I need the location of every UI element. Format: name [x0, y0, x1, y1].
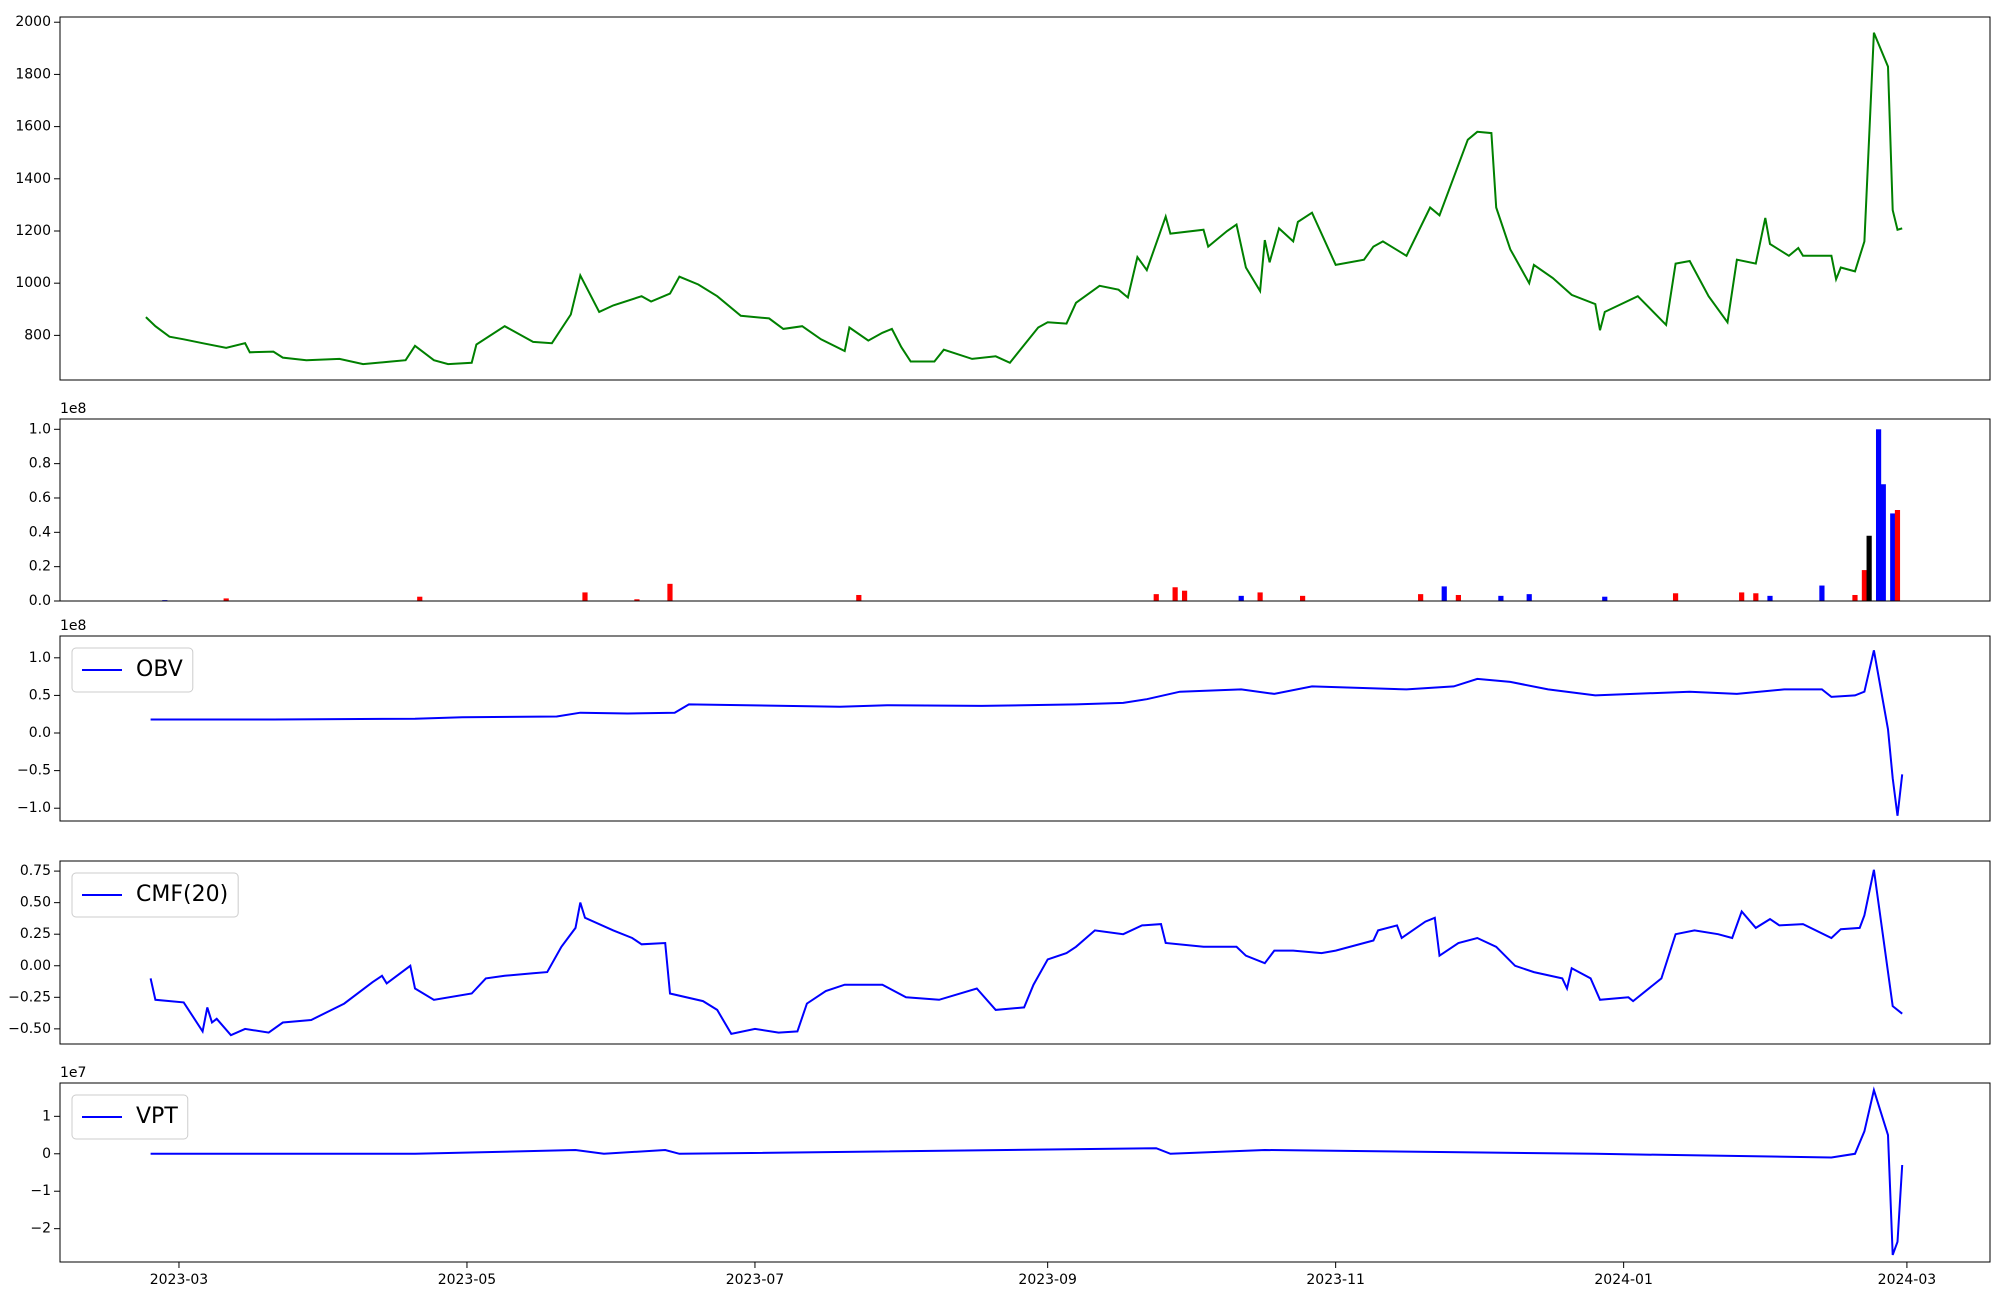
- y-tick-label: 0.0: [29, 725, 51, 741]
- legend-box: [71, 647, 194, 693]
- bar: [856, 594, 862, 601]
- y-tick-label: 1800: [15, 66, 51, 82]
- y-tick-label: 0.5: [29, 687, 51, 703]
- y-tick-label: 800: [24, 327, 51, 343]
- y-tick-label: 0.0: [29, 593, 51, 609]
- bar: [1441, 586, 1447, 601]
- x-tick-label: 2023-03: [150, 1272, 209, 1288]
- x-tick-label: 2023-11: [1306, 1272, 1365, 1288]
- data-line: [150, 650, 1904, 816]
- bar: [1172, 587, 1178, 601]
- bar: [1526, 594, 1532, 601]
- y-tick-label: 1.0: [29, 650, 51, 666]
- y-tick-label: 0.00: [20, 958, 51, 974]
- axes-frame: [59, 1082, 1991, 1263]
- x-tick-label: 2023-09: [1018, 1272, 1077, 1288]
- y-tick-label: 0.4: [29, 524, 51, 540]
- y-tick-label: 0.6: [29, 490, 51, 506]
- offset-text: 1e8: [60, 618, 86, 634]
- y-tick-label: 0.8: [29, 456, 51, 472]
- legend-label: VPT: [136, 1104, 178, 1129]
- bar: [667, 583, 673, 601]
- axes-frame: [59, 418, 1991, 602]
- axes-frame: [59, 860, 1991, 1045]
- offset-text: 1e7: [60, 1065, 86, 1081]
- y-tick-label: −1.0: [17, 800, 51, 816]
- x-tick-label: 2024-03: [1878, 1272, 1937, 1288]
- y-tick-label: 0.50: [20, 895, 51, 911]
- y-tick-label: 1200: [15, 223, 51, 239]
- x-tick-label: 2024-01: [1594, 1272, 1653, 1288]
- y-tick-label: −0.5: [17, 763, 51, 779]
- axes-frame: [59, 635, 1991, 822]
- y-tick-label: 1.0: [29, 421, 51, 437]
- legend-box: [71, 1094, 189, 1140]
- y-tick-label: 0.75: [20, 863, 51, 879]
- bar: [1739, 592, 1745, 601]
- legend-label: CMF(20): [136, 882, 228, 907]
- bar: [1767, 595, 1773, 601]
- y-tick-label: 2000: [15, 14, 51, 30]
- bar: [1181, 590, 1188, 601]
- data-line: [150, 1086, 1904, 1256]
- y-tick-label: −0.25: [8, 989, 51, 1005]
- y-tick-label: 0.2: [29, 559, 51, 575]
- bar: [1890, 513, 1896, 601]
- data-line: [149, 869, 1903, 1037]
- bar: [1498, 595, 1504, 601]
- data-line: [145, 32, 1903, 366]
- bar: [1257, 592, 1263, 601]
- bar: [1418, 594, 1424, 601]
- bar: [1455, 594, 1461, 601]
- bar: [1819, 585, 1825, 601]
- y-tick-label: −2: [30, 1221, 51, 1237]
- bar: [1861, 570, 1868, 601]
- axes-frame: [59, 16, 1991, 381]
- legend-box: [71, 872, 239, 918]
- x-tick-label: 2023-05: [438, 1272, 497, 1288]
- bar: [1153, 594, 1159, 601]
- bar: [1880, 484, 1886, 601]
- legend-label: OBV: [136, 657, 183, 682]
- y-tick-label: 1000: [15, 275, 51, 291]
- y-tick-label: 1600: [15, 119, 51, 135]
- y-tick-label: 0.25: [20, 926, 51, 942]
- offset-text: 1e8: [60, 401, 86, 417]
- bar: [634, 599, 640, 601]
- bar: [1753, 593, 1759, 601]
- bar: [417, 596, 423, 601]
- bar: [1875, 429, 1882, 601]
- bar: [1866, 535, 1872, 601]
- y-tick-label: 1: [42, 1108, 51, 1124]
- bar: [1852, 594, 1858, 601]
- bar: [1602, 596, 1608, 601]
- bar: [582, 592, 588, 601]
- y-tick-label: 1400: [15, 171, 51, 187]
- bar: [1238, 595, 1244, 601]
- bar: [1894, 510, 1901, 601]
- bar: [223, 598, 229, 601]
- x-tick-label: 2023-07: [726, 1272, 785, 1288]
- bar: [1672, 593, 1679, 601]
- y-tick-label: −1: [30, 1183, 51, 1199]
- y-tick-label: −0.50: [8, 1021, 51, 1037]
- bar: [1300, 595, 1306, 601]
- y-tick-label: 0: [42, 1146, 51, 1162]
